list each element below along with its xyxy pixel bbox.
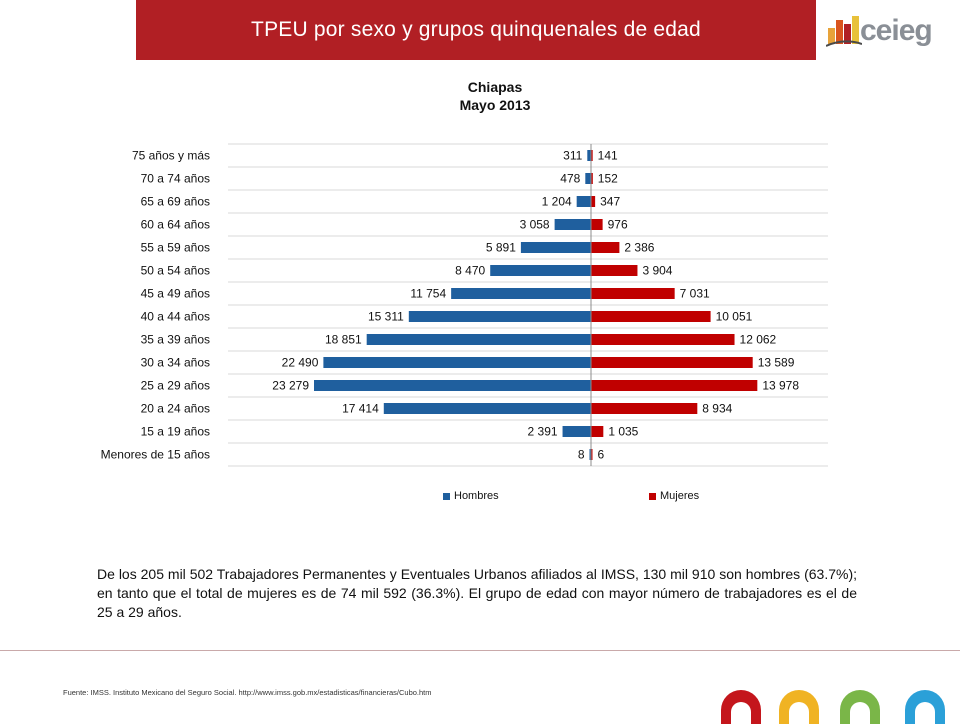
category-label: 40 a 44 años (141, 310, 210, 324)
data-label-mujeres: 976 (608, 218, 628, 232)
category-label: 65 a 69 años (141, 195, 210, 209)
data-label-hombres: 18 851 (325, 333, 362, 347)
data-label-mujeres: 2 386 (624, 241, 654, 255)
bar-hombres (562, 426, 591, 437)
bar-hombres (408, 311, 591, 322)
chart-subtitle-line: Mayo 2013 (459, 97, 531, 113)
data-label-hombres: 22 490 (282, 356, 319, 370)
data-label-mujeres: 13 589 (758, 356, 795, 370)
legend-label-hombres: Hombres (454, 490, 499, 502)
bar-hombres (587, 150, 591, 161)
chart-title: Chiapas Mayo 2013 (400, 78, 590, 114)
category-label: 45 a 49 años (141, 287, 210, 301)
category-label: 25 a 29 años (141, 379, 210, 393)
bar-hombres (383, 403, 591, 414)
data-label-mujeres: 13 978 (762, 379, 799, 393)
logo-bars-icon (826, 16, 862, 47)
legend-item-hombres: Hombres (443, 490, 499, 502)
category-label: 50 a 54 años (141, 264, 210, 278)
footer-divider (0, 650, 960, 651)
category-label: 60 a 64 años (141, 218, 210, 232)
bar-mujeres (591, 403, 698, 414)
bar-mujeres (591, 242, 620, 253)
bar-hombres (576, 196, 591, 207)
legend-label-mujeres: Mujeres (660, 490, 700, 502)
data-label-hombres: 11 754 (410, 287, 446, 301)
data-label-hombres: 3 058 (520, 218, 550, 232)
data-label-mujeres: 12 062 (740, 333, 777, 347)
category-label: 75 años y más (132, 149, 210, 163)
data-label-mujeres: 347 (600, 195, 620, 209)
bar-mujeres (591, 196, 596, 207)
ceieg-logo: ceieg (824, 8, 954, 58)
bar-hombres (451, 288, 591, 299)
category-label: 20 a 24 años (141, 402, 210, 416)
category-label: 35 a 39 años (141, 333, 210, 347)
data-label-mujeres: 7 031 (680, 287, 710, 301)
bar-mujeres (591, 173, 593, 184)
bar-mujeres (591, 380, 758, 391)
bar-mujeres (591, 357, 753, 368)
decorative-rings-icon (721, 690, 945, 724)
legend-swatch-hombres (443, 492, 450, 500)
bar-hombres (366, 334, 591, 345)
data-label-hombres: 8 470 (455, 264, 485, 278)
chart-title-line: Chiapas (467, 79, 523, 95)
data-label-hombres: 15 311 (368, 310, 404, 324)
legend-item-mujeres: Mujeres (649, 490, 699, 502)
data-label-mujeres: 141 (598, 149, 618, 163)
bar-mujeres (591, 334, 735, 345)
data-label-hombres: 478 (560, 172, 580, 186)
source-note: Fuente: IMSS. Instituto Mexicano del Seg… (63, 688, 432, 697)
data-label-hombres: 17 414 (342, 402, 379, 416)
bar-mujeres (591, 288, 675, 299)
data-label-hombres: 8 (578, 448, 585, 462)
data-label-hombres: 311 (563, 149, 582, 163)
data-label-hombres: 2 391 (528, 425, 558, 439)
bar-hombres (589, 449, 591, 460)
page-title: TPEU por sexo y grupos quinquenales de e… (251, 18, 701, 41)
bar-mujeres (591, 426, 604, 437)
summary-paragraph: De los 205 mil 502 Trabajadores Permanen… (97, 566, 857, 620)
bar-mujeres (591, 265, 638, 276)
bar-mujeres (591, 449, 593, 460)
category-label: Menores de 15 años (101, 448, 210, 462)
bar-hombres (554, 219, 591, 230)
bar-hombres (314, 380, 591, 391)
bar-hombres (490, 265, 591, 276)
category-label: 70 a 74 años (141, 172, 210, 186)
data-label-hombres: 1 204 (542, 195, 572, 209)
bar-hombres (585, 173, 591, 184)
bar-mujeres (591, 150, 593, 161)
data-label-mujeres: 10 051 (716, 310, 753, 324)
logo-text: ceieg (860, 14, 933, 47)
legend-swatch-mujeres (649, 492, 656, 500)
data-label-hombres: 5 891 (486, 241, 516, 255)
data-label-mujeres: 6 (598, 448, 605, 462)
data-label-mujeres: 1 035 (608, 425, 638, 439)
data-label-hombres: 23 279 (272, 379, 309, 393)
bar-mujeres (591, 219, 603, 230)
bar-mujeres (591, 311, 711, 322)
category-label: 15 a 19 años (141, 425, 210, 439)
data-label-mujeres: 3 904 (642, 264, 672, 278)
bar-hombres (323, 357, 591, 368)
header-bar: TPEU por sexo y grupos quinquenales de e… (136, 0, 816, 60)
data-label-mujeres: 152 (598, 172, 618, 186)
category-label: 30 a 34 años (141, 356, 210, 370)
data-label-mujeres: 8 934 (702, 402, 732, 416)
category-label: 55 a 59 años (141, 241, 210, 255)
bar-hombres (520, 242, 591, 253)
